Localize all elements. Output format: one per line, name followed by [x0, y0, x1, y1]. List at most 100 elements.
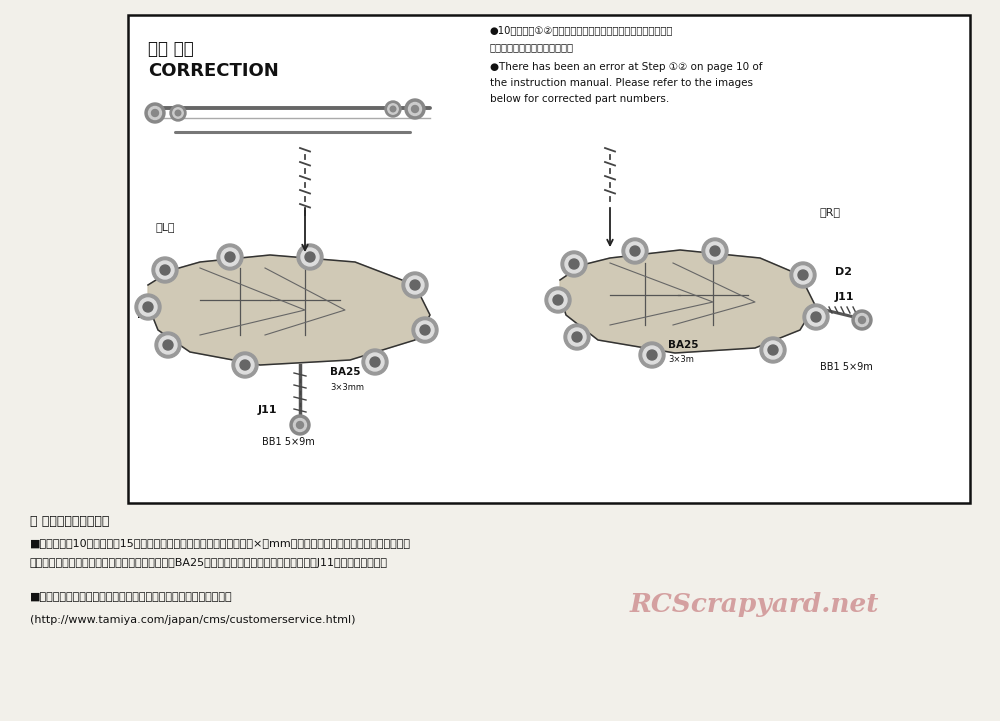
Circle shape — [143, 302, 153, 312]
Text: D2: D2 — [835, 267, 852, 277]
Text: BA25: BA25 — [330, 367, 360, 377]
Circle shape — [217, 244, 243, 270]
Polygon shape — [560, 250, 815, 353]
Circle shape — [420, 325, 430, 335]
Text: (http://www.tamiya.com/japan/cms/customerservice.html): (http://www.tamiya.com/japan/cms/custome… — [30, 615, 356, 625]
Circle shape — [173, 108, 183, 118]
Circle shape — [390, 106, 396, 112]
Circle shape — [163, 340, 173, 350]
Text: below for corrected part numbers.: below for corrected part numbers. — [490, 94, 669, 104]
Circle shape — [572, 332, 582, 342]
Circle shape — [811, 312, 821, 322]
Circle shape — [764, 341, 782, 359]
Text: 3×3mm: 3×3mm — [330, 383, 364, 392]
Circle shape — [561, 251, 587, 277]
Circle shape — [296, 422, 304, 428]
Circle shape — [768, 345, 778, 355]
Circle shape — [553, 295, 563, 305]
Circle shape — [301, 248, 319, 266]
Circle shape — [145, 103, 165, 123]
Circle shape — [410, 280, 420, 290]
Circle shape — [760, 337, 786, 363]
Circle shape — [159, 336, 177, 354]
Circle shape — [702, 238, 728, 264]
Text: 《訂 正》: 《訂 正》 — [148, 40, 194, 58]
Circle shape — [630, 246, 640, 256]
Circle shape — [236, 356, 254, 374]
Text: J11: J11 — [835, 292, 854, 302]
Circle shape — [139, 298, 157, 316]
Text: BA25: BA25 — [668, 340, 698, 350]
Circle shape — [362, 349, 388, 375]
Text: RCScrapyard.net: RCScrapyard.net — [630, 592, 879, 617]
Circle shape — [643, 346, 661, 364]
Circle shape — [565, 255, 583, 273]
Circle shape — [549, 291, 567, 309]
Circle shape — [412, 317, 438, 343]
Text: BB1 5×9m: BB1 5×9m — [820, 362, 873, 372]
Circle shape — [221, 248, 239, 266]
Circle shape — [798, 270, 808, 280]
Text: ●10ページの①②において、部品番号に間違いがありました。: ●10ページの①②において、部品番号に間違いがありました。 — [490, 25, 673, 35]
Circle shape — [626, 242, 644, 260]
Circle shape — [225, 252, 235, 262]
Circle shape — [170, 105, 186, 121]
Circle shape — [710, 246, 720, 256]
Circle shape — [402, 272, 428, 298]
Text: 下図のように訂正いたします。: 下図のように訂正いたします。 — [490, 42, 574, 52]
Circle shape — [152, 257, 178, 283]
Circle shape — [290, 415, 310, 435]
Circle shape — [175, 110, 181, 116]
Text: ■訂正箇所については弊社ホームページ内でもご案内いたします。: ■訂正箇所については弊社ホームページ内でもご案内いたします。 — [30, 592, 233, 602]
Circle shape — [370, 357, 380, 367]
Circle shape — [297, 244, 323, 270]
Text: 《L》: 《L》 — [155, 222, 175, 232]
Circle shape — [647, 350, 657, 360]
Circle shape — [416, 321, 434, 339]
Text: 【 訂正箇所について】: 【 訂正箇所について】 — [30, 515, 109, 528]
Circle shape — [240, 360, 250, 370]
Circle shape — [803, 304, 829, 330]
Circle shape — [406, 276, 424, 294]
Circle shape — [564, 324, 590, 350]
Circle shape — [294, 418, 306, 431]
Circle shape — [858, 317, 866, 324]
Circle shape — [622, 238, 648, 264]
Text: ●There has been an error at Step ①② on page 10 of: ●There has been an error at Step ①② on p… — [490, 62, 763, 72]
Text: the instruction manual. Please refer to the images: the instruction manual. Please refer to … — [490, 78, 753, 88]
Circle shape — [148, 107, 162, 120]
Circle shape — [405, 99, 425, 119]
Circle shape — [706, 242, 724, 260]
Circle shape — [568, 328, 586, 346]
Circle shape — [639, 342, 665, 368]
Circle shape — [790, 262, 816, 288]
Circle shape — [160, 265, 170, 275]
Polygon shape — [148, 255, 430, 365]
Text: 3×3m: 3×3m — [668, 355, 694, 364]
Text: 《R》: 《R》 — [820, 207, 841, 217]
Circle shape — [366, 353, 384, 371]
Circle shape — [856, 314, 868, 327]
Circle shape — [156, 261, 174, 279]
Text: BB1 5×9m: BB1 5×9m — [262, 437, 315, 447]
Text: CORRECTION: CORRECTION — [148, 62, 279, 80]
Circle shape — [545, 287, 571, 313]
Circle shape — [807, 308, 825, 326]
Text: に間に入れるスペーサーがサスシャフトと同じ（BA25）指示となっておりますが、正しくはJ11部品となります。: に間に入れるスペーサーがサスシャフトと同じ（BA25）指示となっておりますが、正… — [30, 558, 388, 568]
Circle shape — [232, 352, 258, 378]
Circle shape — [135, 294, 161, 320]
Circle shape — [388, 104, 398, 114]
Circle shape — [305, 252, 315, 262]
Circle shape — [152, 110, 158, 117]
Circle shape — [409, 102, 422, 115]
Bar — [128, 15, 970, 503]
Circle shape — [155, 332, 181, 358]
Text: J11: J11 — [258, 405, 278, 415]
Circle shape — [412, 105, 418, 112]
Text: ■組立説明図10ページ「（15）リヤアームの組み立て」において、５×９mmピロボールをサスアームに取り付ける際: ■組立説明図10ページ「（15）リヤアームの組み立て」において、５×９mmピロボ… — [30, 538, 411, 548]
Circle shape — [385, 101, 401, 117]
Text: D2: D2 — [137, 310, 154, 320]
Circle shape — [569, 259, 579, 269]
Circle shape — [794, 266, 812, 284]
Circle shape — [852, 310, 872, 330]
